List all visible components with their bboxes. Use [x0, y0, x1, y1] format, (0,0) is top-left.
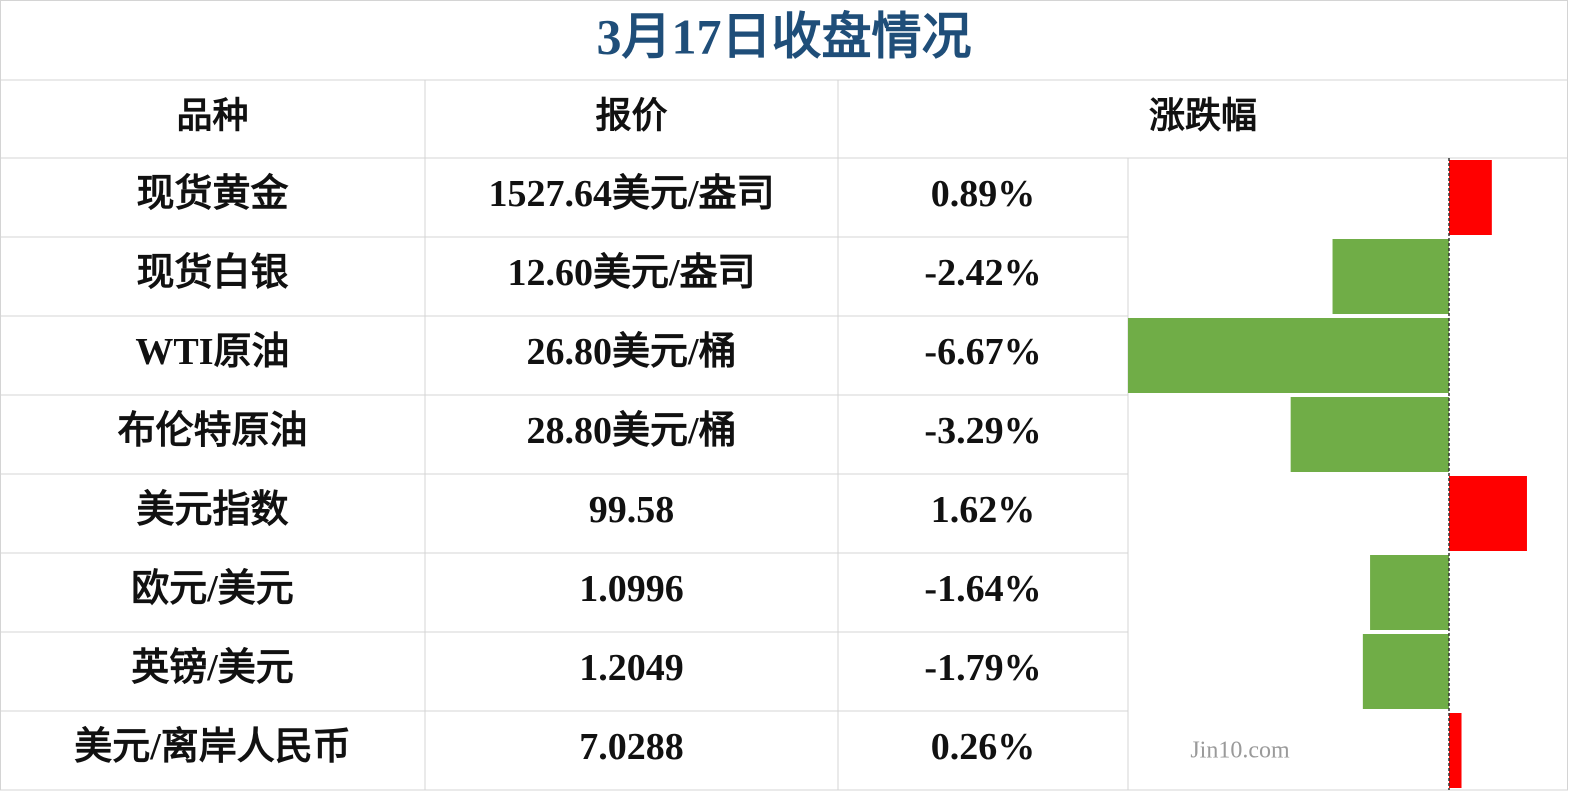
change-bar	[1449, 713, 1462, 788]
price: 1527.64美元/盎司	[488, 173, 774, 215]
change-bar	[1370, 555, 1449, 630]
change-bar	[1449, 160, 1492, 235]
item-name: 欧元/美元	[131, 568, 294, 610]
change-label: -1.64%	[924, 568, 1041, 610]
price: 1.2049	[579, 647, 684, 689]
column-header: 报价	[595, 95, 667, 135]
column-header: 涨跌幅	[1149, 95, 1257, 135]
change-bar	[1362, 634, 1449, 709]
price: 28.80美元/桶	[526, 410, 736, 452]
price: 7.0288	[579, 726, 684, 768]
watermark: Jin10.com	[1190, 738, 1290, 764]
price: 26.80美元/桶	[526, 331, 736, 373]
change-bar	[1128, 318, 1449, 393]
change-label: -3.29%	[924, 410, 1041, 452]
item-name: 美元指数	[136, 489, 288, 531]
change-label: 0.26%	[931, 726, 1036, 768]
item-name: WTI原油	[135, 331, 289, 373]
change-label: -2.42%	[924, 252, 1041, 294]
price: 1.0996	[579, 568, 684, 610]
price: 12.60美元/盎司	[507, 252, 755, 294]
item-name: 英镑/美元	[131, 647, 294, 689]
item-name: 布伦特原油	[117, 410, 307, 452]
change-label: -6.67%	[924, 331, 1041, 373]
change-label: -1.79%	[924, 647, 1041, 689]
item-name: 现货白银	[136, 252, 288, 294]
item-name: 美元/离岸人民币	[74, 726, 351, 768]
change-bar	[1332, 239, 1449, 314]
item-name: 现货黄金	[136, 172, 289, 215]
change-bar	[1449, 476, 1527, 551]
change-label: 0.89%	[931, 173, 1036, 215]
title: 3月17日收盘情况	[597, 8, 972, 64]
change-label: 1.62%	[931, 489, 1036, 531]
change-bar	[1290, 397, 1449, 472]
price: 99.58	[589, 489, 675, 531]
column-header: 品种	[176, 95, 248, 135]
